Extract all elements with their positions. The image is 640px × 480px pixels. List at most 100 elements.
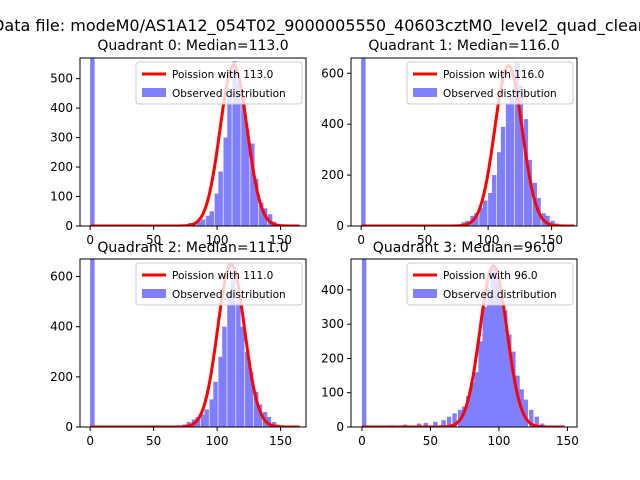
subplot-title: Quadrant 2: Median=111.0 <box>97 240 288 256</box>
histogram-bar <box>461 406 467 427</box>
histogram-bar <box>474 372 479 427</box>
histogram-bar <box>518 86 524 226</box>
histogram-bar <box>497 152 502 226</box>
poisson-fit-line <box>89 262 301 427</box>
legend-entry-observed: Observed distribution <box>172 289 286 301</box>
histogram-bar <box>470 382 475 427</box>
y-tick-label: 200 <box>50 370 73 384</box>
subplot-title: Quadrant 0: Median=113.0 <box>97 38 288 54</box>
histogram-bar <box>503 310 508 427</box>
histogram-bar <box>416 423 422 427</box>
poisson-fit-line <box>89 63 301 226</box>
histogram-bar <box>466 396 471 427</box>
histogram-bar <box>236 301 241 427</box>
x-tick-label: 100 <box>206 233 229 247</box>
histogram-bar <box>511 351 516 427</box>
histogram-bar <box>514 63 520 226</box>
subplot-quadrant-3: Quadrant 3: Median=96.0 0 50 100 150 0 100 200… <box>321 240 579 448</box>
histogram-bar <box>214 193 220 226</box>
y-tick-label: 400 <box>321 117 344 131</box>
histogram-bar <box>534 416 539 427</box>
x-tick-label: 0 <box>86 233 94 247</box>
subplot-quadrant-0: Quadrant 0: Median=113.0 0 50 100 150 0 100 20… <box>50 38 307 247</box>
histogram-bar <box>204 409 209 427</box>
histogram-bar <box>482 307 487 427</box>
x-tick-label: 0 <box>357 233 365 247</box>
histogram-bar <box>266 416 272 427</box>
y-tick-label: 300 <box>50 131 73 145</box>
axes-frame <box>79 258 307 428</box>
histogram-bar <box>545 215 550 226</box>
axes-frame <box>350 57 578 227</box>
subplot-title: Quadrant 3: Median=96.0 <box>373 240 555 256</box>
histogram-bar <box>209 211 214 226</box>
histogram-bar <box>227 94 232 226</box>
histogram-bar <box>200 414 206 427</box>
histogram-bar <box>523 119 529 226</box>
legend-bar-swatch <box>142 88 166 97</box>
histogram-bar <box>488 192 493 226</box>
subplot-title: Quadrant 1: Median=116.0 <box>368 38 559 54</box>
histogram-bar <box>253 391 259 427</box>
histogram-bar <box>257 404 263 427</box>
histogram-bar <box>523 399 528 427</box>
histogram-bar <box>250 143 255 226</box>
x-tick-label: 150 <box>556 434 579 448</box>
histogram-bar <box>479 208 484 226</box>
histogram-bar <box>483 200 488 226</box>
legend-entry-observed: Observed distribution <box>443 289 557 301</box>
histogram-bar <box>200 219 206 226</box>
y-tick-label: 400 <box>50 320 73 334</box>
histogram-bar <box>361 58 366 226</box>
histogram-bar <box>196 221 202 226</box>
legend-bar-swatch <box>413 289 437 298</box>
histogram-bar <box>227 291 232 427</box>
histogram-bar <box>223 137 228 226</box>
y-tick-label: 200 <box>321 351 344 365</box>
legend-bar-swatch <box>413 88 437 97</box>
histogram-bar <box>259 202 264 226</box>
y-tick-label: 0 <box>336 420 344 434</box>
subplot-quadrant-1: Quadrant 1: Median=116.0 0 50 100 150 0 200 40… <box>321 38 578 247</box>
histogram-bar <box>90 259 95 427</box>
x-tick-label: 150 <box>540 233 563 247</box>
y-tick-label: 200 <box>321 168 344 182</box>
histogram-bar <box>213 381 218 427</box>
legend: Poission with 116.0 Observed distribution <box>406 61 574 105</box>
y-tick-label: 400 <box>50 101 73 115</box>
histogram-bar <box>245 351 250 427</box>
histogram-bar <box>478 341 483 427</box>
legend-entry-poisson: Poission with 96.0 <box>443 270 538 282</box>
histogram-bar <box>515 375 520 427</box>
histogram-bar <box>509 96 515 226</box>
histogram-bar <box>433 421 438 427</box>
y-tick-label: 500 <box>50 72 73 86</box>
y-tick-label: 100 <box>50 190 73 204</box>
x-tick-label: 100 <box>477 233 500 247</box>
histogram-bar <box>218 171 223 226</box>
x-tick-label: 0 <box>358 434 366 448</box>
y-tick-label: 100 <box>321 386 344 400</box>
x-tick-label: 100 <box>487 434 510 448</box>
histogram-bar <box>90 58 95 226</box>
x-tick-label: 150 <box>269 434 292 448</box>
x-tick-label: 0 <box>86 434 94 448</box>
legend-entry-poisson: Poission with 111.0 <box>172 270 273 282</box>
x-tick-label: 150 <box>269 233 292 247</box>
histogram-bar <box>452 413 457 427</box>
histogram-bar <box>474 213 479 226</box>
histogram-bar <box>505 103 511 226</box>
histogram-bar <box>423 422 428 427</box>
histogram-bar <box>540 423 545 427</box>
x-tick-label: 50 <box>417 233 432 247</box>
legend-entry-observed: Observed distribution <box>443 88 557 100</box>
histogram-bar <box>239 326 245 427</box>
histogram-bar <box>245 130 250 226</box>
legend: Poission with 113.0 Observed distribution <box>135 61 303 105</box>
histogram-bar <box>498 296 504 427</box>
histogram-bar <box>253 178 259 226</box>
histogram-bar <box>209 399 214 427</box>
histogram-bar <box>494 269 500 427</box>
axes-frame <box>350 258 578 428</box>
